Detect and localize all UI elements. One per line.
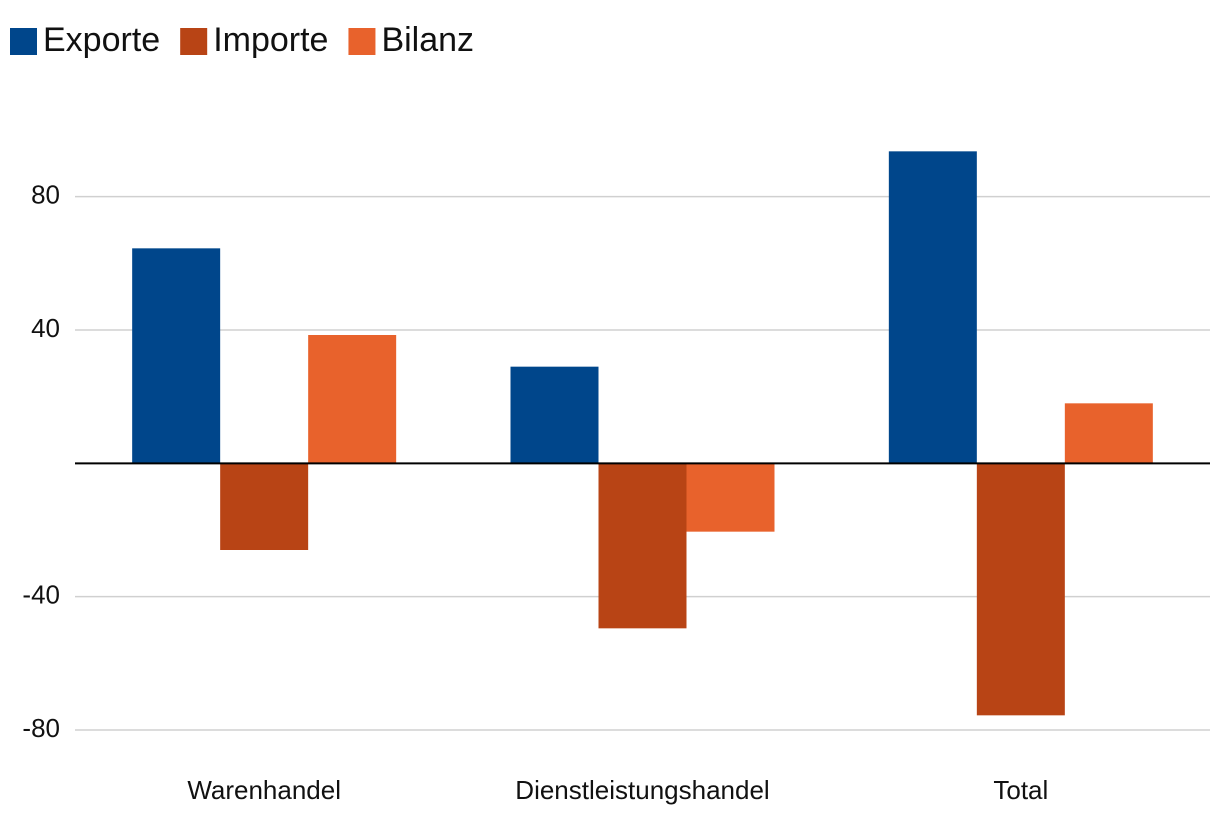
x-tick-label: Total xyxy=(993,775,1048,805)
legend-label: Exporte xyxy=(43,21,160,59)
bar xyxy=(976,463,1065,716)
legend-label: Bilanz xyxy=(381,21,474,59)
y-tick-label: -40 xyxy=(22,580,60,610)
legend-swatch xyxy=(180,28,208,55)
legend-label: Importe xyxy=(213,21,328,59)
y-tick-label: -80 xyxy=(22,713,60,743)
bar xyxy=(510,366,599,464)
legend-swatch xyxy=(348,28,376,55)
bar xyxy=(598,463,687,629)
bar xyxy=(220,463,309,550)
x-tick-label: Warenhandel xyxy=(187,775,341,805)
bar xyxy=(888,151,977,464)
bar xyxy=(308,335,397,464)
x-tick-label: Dienstleistungshandel xyxy=(515,775,769,805)
bar xyxy=(1064,403,1153,464)
y-tick-label: 80 xyxy=(31,180,60,210)
bar xyxy=(132,248,221,464)
y-tick-label: 40 xyxy=(31,313,60,343)
bar xyxy=(686,463,775,532)
legend-swatch xyxy=(10,28,37,55)
